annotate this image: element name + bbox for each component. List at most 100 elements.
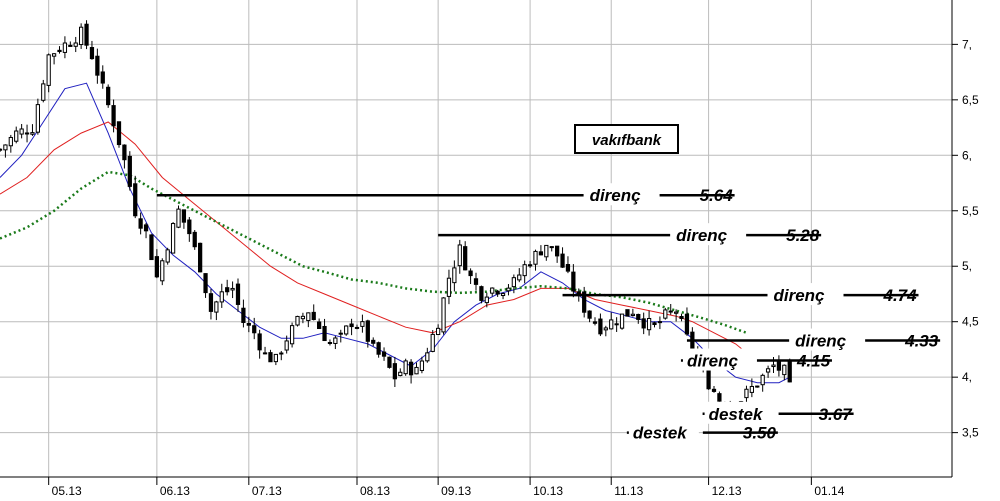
candle-body xyxy=(511,277,516,288)
candle-body xyxy=(408,361,414,376)
candle-body xyxy=(565,264,571,272)
candle-body xyxy=(425,352,430,362)
level-label-bg xyxy=(585,183,656,206)
x-tick-label: 05.13 xyxy=(52,484,82,498)
candle-body xyxy=(555,245,560,257)
candle-body xyxy=(100,71,105,84)
candle-body xyxy=(430,333,435,352)
candle-body xyxy=(479,286,484,301)
candle-body xyxy=(116,121,122,146)
x-tick-label: 06.13 xyxy=(160,484,190,498)
candle-body xyxy=(203,273,208,294)
level-value: 4.15 xyxy=(796,352,831,371)
candle-body xyxy=(603,327,608,331)
candle-body xyxy=(235,283,241,305)
candle-body xyxy=(381,351,387,357)
y-tick-label: 3,5 xyxy=(962,426,979,440)
candle-body xyxy=(744,388,749,399)
candle-body xyxy=(89,47,95,60)
x-tick-label: 12.13 xyxy=(712,484,742,498)
candle-body xyxy=(414,366,419,375)
candle-body xyxy=(225,287,230,293)
candle-body xyxy=(571,271,576,292)
candle-body xyxy=(446,277,452,297)
candle-body xyxy=(560,253,565,268)
candle-body xyxy=(452,267,457,284)
candle-body xyxy=(57,49,62,53)
candle-body xyxy=(30,132,35,135)
candle-body xyxy=(327,341,333,344)
x-tick-label: 10.13 xyxy=(533,484,563,498)
candle-body xyxy=(338,332,343,335)
x-tick-label: 01.14 xyxy=(814,484,844,498)
candle-body xyxy=(295,315,300,326)
level-label-bg xyxy=(628,420,699,443)
candle-body xyxy=(154,256,159,278)
y-tick-label: 5,5 xyxy=(962,204,979,218)
candle-body xyxy=(544,244,549,258)
candle-body xyxy=(138,218,143,229)
candle-body xyxy=(257,333,262,351)
candle-body xyxy=(376,342,381,355)
candle-body xyxy=(95,55,100,76)
candle-body xyxy=(392,363,397,380)
candle-body xyxy=(317,321,322,330)
candle-body xyxy=(527,264,533,267)
candle-body xyxy=(273,353,278,363)
candle-body xyxy=(679,316,684,319)
level-value: 3.50 xyxy=(743,424,777,443)
candle-body xyxy=(517,274,522,281)
level-label-bg xyxy=(682,348,753,371)
candle-body xyxy=(0,148,3,151)
y-tick-label: 5, xyxy=(962,259,972,273)
candle-body xyxy=(625,309,630,317)
candle-body xyxy=(300,315,306,320)
candle-body xyxy=(208,293,214,312)
candle-body xyxy=(214,301,219,313)
candle-body xyxy=(398,371,403,377)
candle-body xyxy=(289,325,295,345)
level-label: direnç xyxy=(687,352,739,371)
candle-body xyxy=(219,291,224,303)
candle-body xyxy=(636,313,641,320)
x-tick-label: 11.13 xyxy=(614,484,643,498)
candle-body xyxy=(387,356,392,368)
moving-average-mid xyxy=(0,121,747,354)
candle-body xyxy=(468,270,473,277)
x-tick-label: 07.13 xyxy=(252,484,282,498)
candle-body xyxy=(14,130,19,142)
candle-body xyxy=(68,44,73,47)
candle-body xyxy=(490,287,495,294)
candle-body xyxy=(46,54,51,86)
candle-body xyxy=(674,311,679,314)
candle-body xyxy=(582,291,587,313)
candle-body xyxy=(79,26,84,46)
candle-body xyxy=(19,128,24,135)
candle-body xyxy=(187,219,192,235)
candle-body xyxy=(149,234,154,261)
candle-body xyxy=(782,364,787,376)
candle-body xyxy=(419,360,425,371)
candle-body xyxy=(279,352,284,355)
candle-body xyxy=(500,293,506,297)
candle-body xyxy=(170,223,176,254)
candle-body xyxy=(111,105,116,127)
candle-body xyxy=(8,136,13,147)
candle-body xyxy=(495,290,500,295)
level-label: direnç xyxy=(676,226,728,245)
candle-body xyxy=(473,278,479,285)
candle-body xyxy=(749,385,754,393)
candle-body xyxy=(371,339,376,344)
y-tick-label: 4, xyxy=(962,370,972,384)
candle-body xyxy=(587,310,592,319)
candle-body xyxy=(127,155,132,187)
candle-body xyxy=(506,287,511,292)
candle-body xyxy=(365,320,370,342)
level-label-bg xyxy=(704,401,775,424)
candle-body xyxy=(441,297,446,333)
level-value: 4.74 xyxy=(883,286,918,305)
candle-body xyxy=(549,246,554,249)
level-label-bg xyxy=(769,283,840,306)
y-tick-label: 4,5 xyxy=(962,315,979,329)
